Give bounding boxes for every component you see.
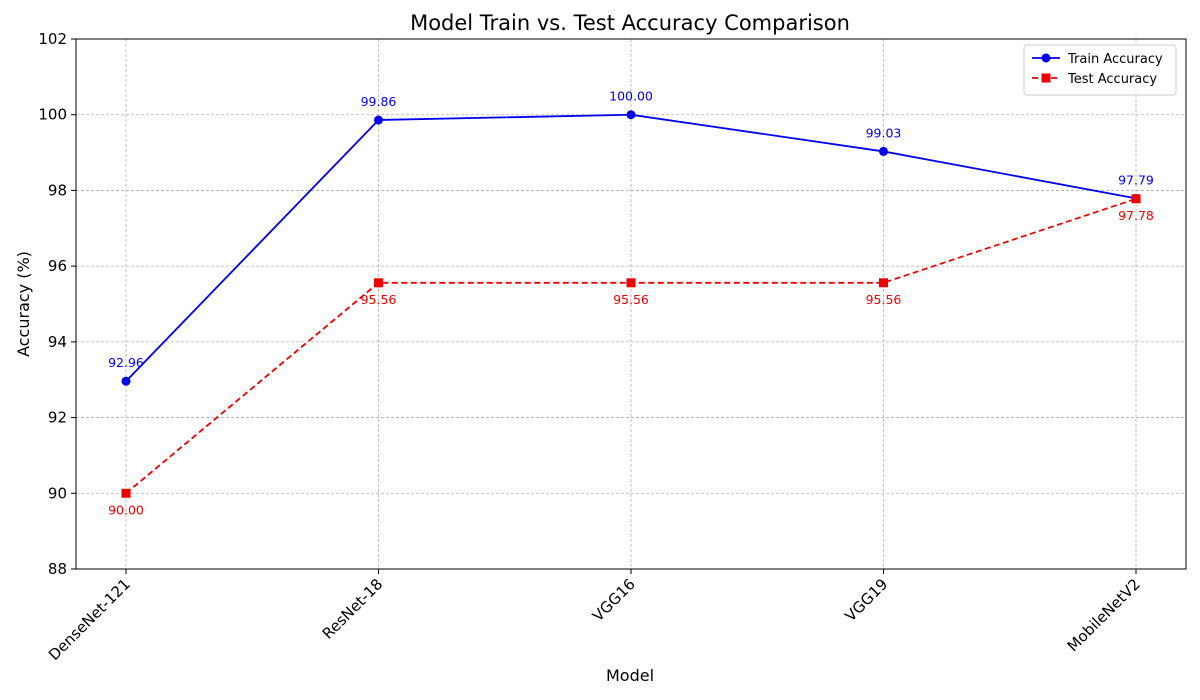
legend-marker <box>1041 73 1051 83</box>
data-label: 95.56 <box>866 292 902 307</box>
x-tick-label: VGG19 <box>841 575 891 625</box>
legend-label: Train Accuracy <box>1067 52 1163 67</box>
data-label: 97.78 <box>1118 208 1154 223</box>
data-label: 95.56 <box>361 292 397 307</box>
data-point <box>879 146 888 156</box>
grid <box>76 38 1186 570</box>
data-label: 92.96 <box>108 355 144 370</box>
data-labels: 92.96 99.86 100.00 99.03 97.79 90.00 95.56 95.5… <box>108 89 1154 518</box>
y-tick-label: 98 <box>48 181 67 199</box>
data-point <box>374 278 383 288</box>
data-label: 99.86 <box>361 94 397 109</box>
y-tick-label: 92 <box>48 409 67 427</box>
y-axis-label: Accuracy (%) <box>14 251 33 357</box>
legend-label: Test Accuracy <box>1067 72 1157 87</box>
legend-box <box>1023 44 1177 96</box>
data-label: 99.03 <box>866 125 902 140</box>
legend: Train Accuracy Test Accuracy <box>1023 44 1177 96</box>
y-tick-label: 94 <box>48 333 67 351</box>
x-tick-label: VGG16 <box>589 575 639 625</box>
data-point <box>626 110 636 120</box>
legend-marker <box>1041 53 1051 63</box>
x-tick-label: ResNet-18 <box>319 575 387 643</box>
axes: 88 90 92 94 96 98 100 102 DenseNet-121 ResNet-18 V… <box>38 30 1187 664</box>
data-point <box>879 278 888 288</box>
chart-title: Model Train vs. Test Accuracy Comparison <box>410 11 850 35</box>
x-tick-label: DenseNet-121 <box>45 575 134 664</box>
data-point <box>1131 194 1141 204</box>
data-label: 97.79 <box>1118 172 1154 187</box>
y-tick-label: 88 <box>48 560 67 578</box>
data-label: 100.00 <box>609 89 653 104</box>
data-point <box>374 115 383 125</box>
series-group <box>121 110 1141 498</box>
y-tick-label: 100 <box>38 106 67 124</box>
y-tick-label: 102 <box>38 30 67 48</box>
data-point <box>121 488 131 498</box>
data-point <box>626 278 636 288</box>
data-label: 90.00 <box>108 502 144 517</box>
data-point <box>121 376 131 386</box>
y-tick-label: 96 <box>48 257 67 275</box>
x-tick-label: MobileNetV2 <box>1064 575 1144 655</box>
x-axis-label: Model <box>606 666 654 685</box>
y-tick-label: 90 <box>48 484 67 502</box>
data-label: 95.56 <box>613 292 649 307</box>
